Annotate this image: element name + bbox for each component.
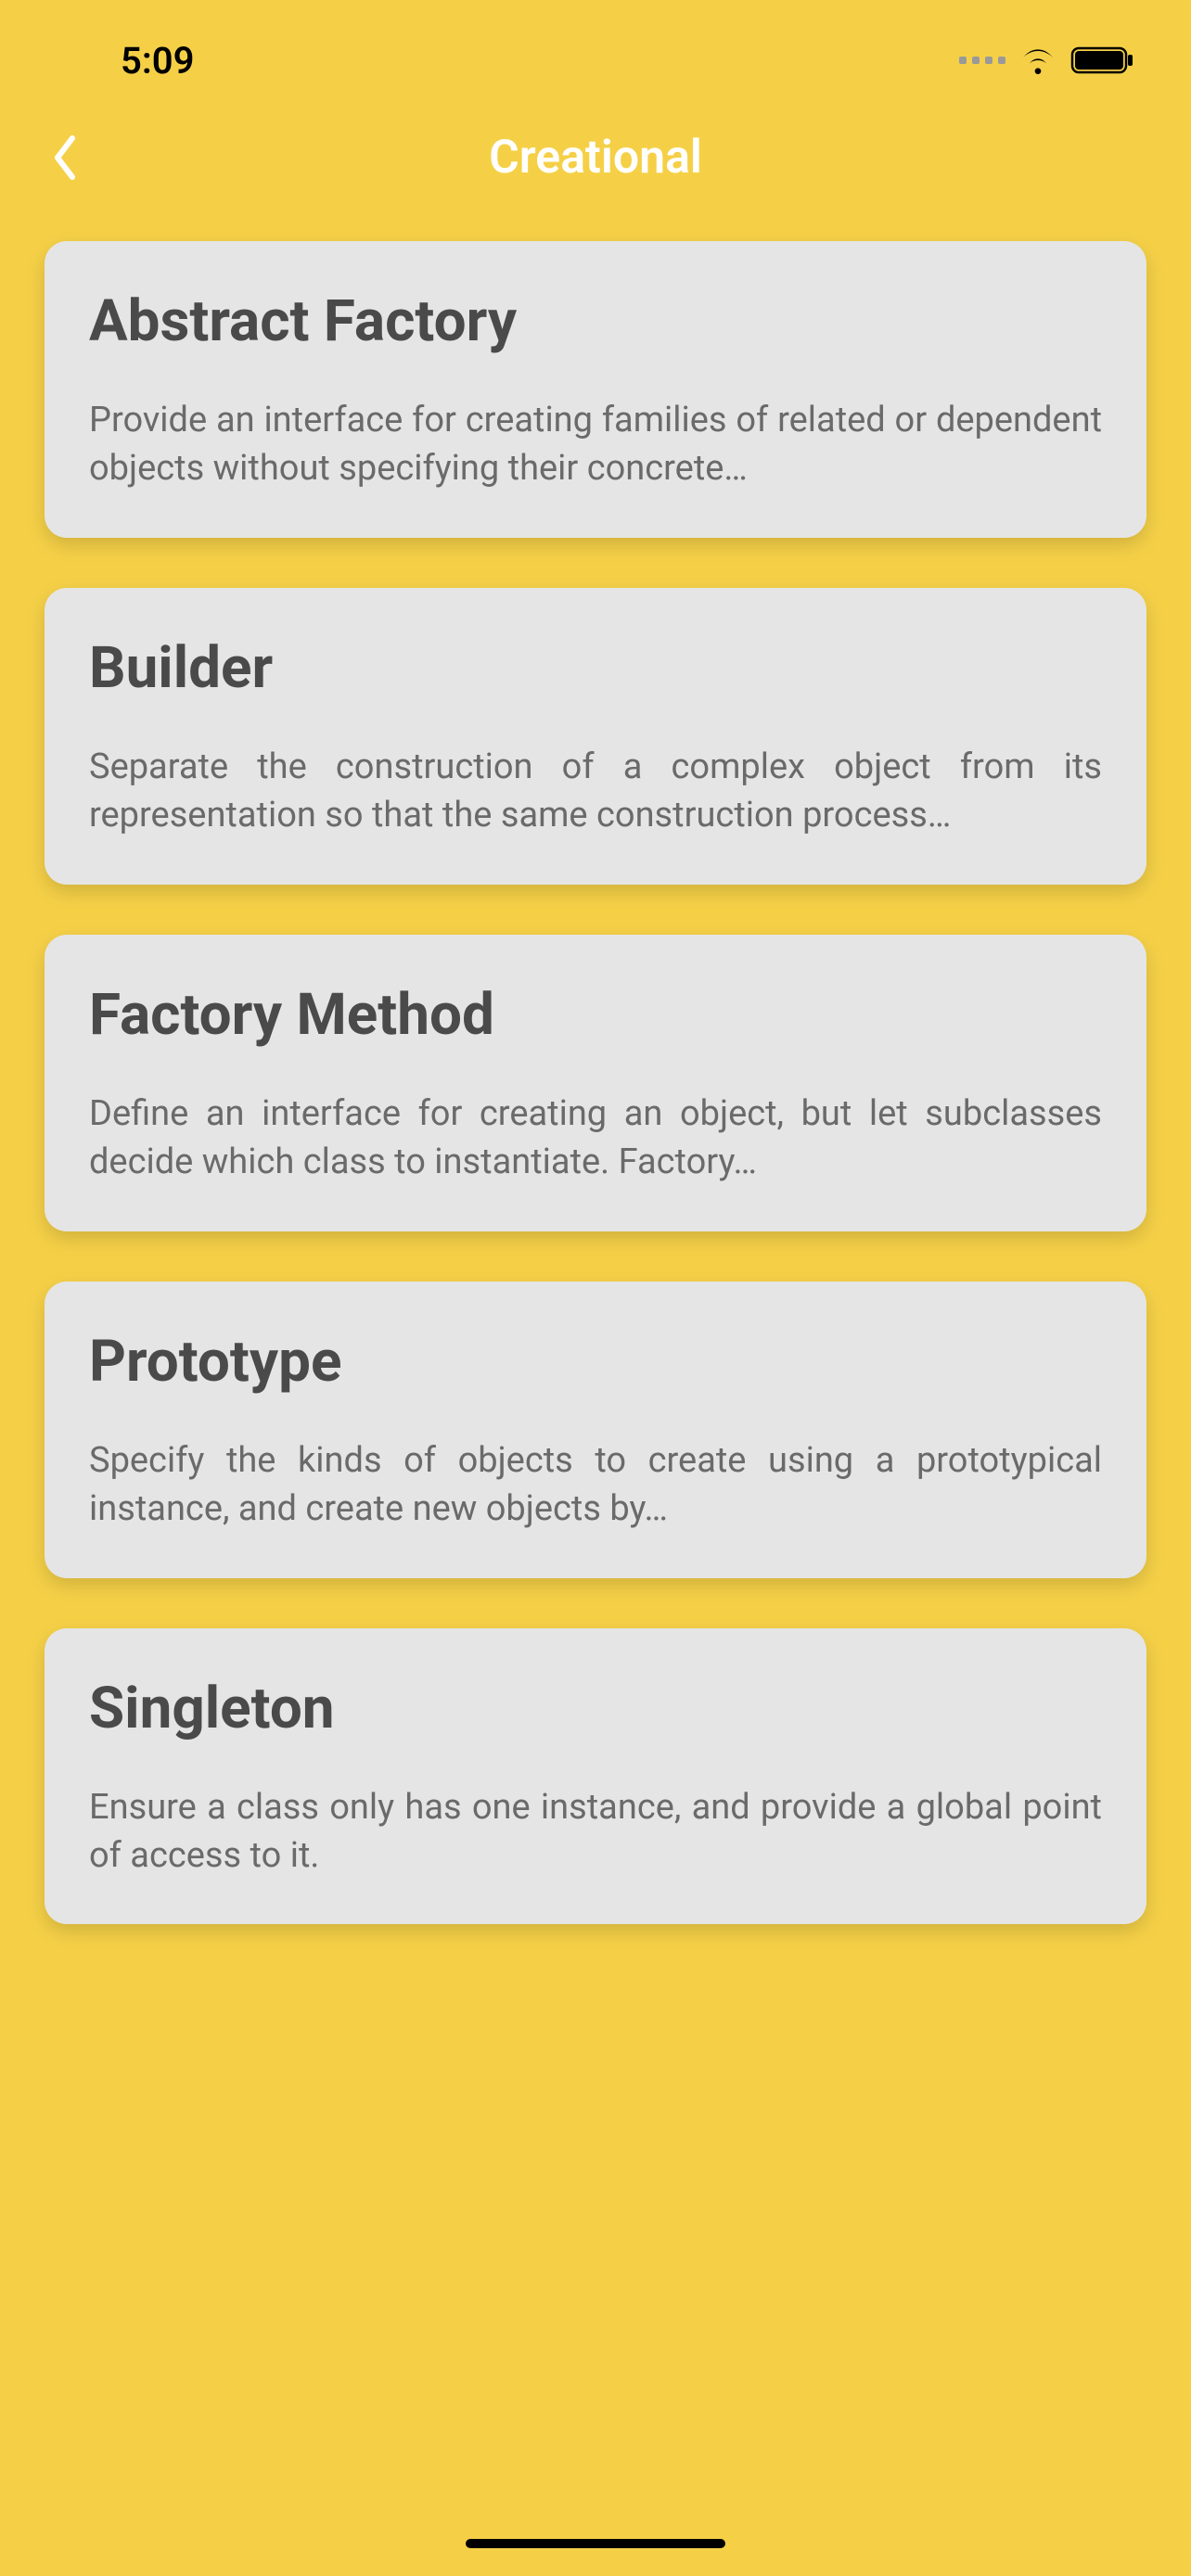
status-time: 5:09 <box>121 39 194 83</box>
home-indicator[interactable] <box>466 2539 725 2548</box>
card-description: Define an interface for creating an obje… <box>89 1090 1102 1187</box>
content-list: Abstract Factory Provide an interface fo… <box>0 204 1191 1961</box>
pattern-card-singleton[interactable]: Singleton Ensure a class only has one in… <box>45 1628 1146 1925</box>
chevron-left-icon <box>52 134 78 181</box>
pattern-card-builder[interactable]: Builder Separate the construction of a c… <box>45 588 1146 885</box>
card-title: Singleton <box>89 1675 1102 1742</box>
card-title: Builder <box>89 634 1102 702</box>
nav-header: Creational <box>0 111 1191 204</box>
card-title: Prototype <box>89 1328 1102 1396</box>
pattern-card-factory-method[interactable]: Factory Method Define an interface for c… <box>45 935 1146 1231</box>
wifi-icon <box>1019 46 1057 74</box>
card-description: Ensure a class only has one instance, an… <box>89 1783 1102 1881</box>
pattern-card-abstract-factory[interactable]: Abstract Factory Provide an interface fo… <box>45 241 1146 538</box>
battery-icon <box>1070 45 1135 76</box>
card-description: Separate the construction of a complex o… <box>89 743 1102 840</box>
card-description: Provide an interface for creating famili… <box>89 396 1102 493</box>
back-button[interactable] <box>37 130 93 185</box>
status-right <box>959 45 1135 76</box>
card-title: Factory Method <box>89 981 1102 1049</box>
pattern-card-prototype[interactable]: Prototype Specify the kinds of objects t… <box>45 1282 1146 1578</box>
card-title: Abstract Factory <box>89 287 1102 355</box>
status-bar: 5:09 <box>0 0 1191 111</box>
card-description: Specify the kinds of objects to create u… <box>89 1436 1102 1534</box>
signal-dots-icon <box>959 57 1005 64</box>
page-title: Creational <box>37 131 1154 185</box>
